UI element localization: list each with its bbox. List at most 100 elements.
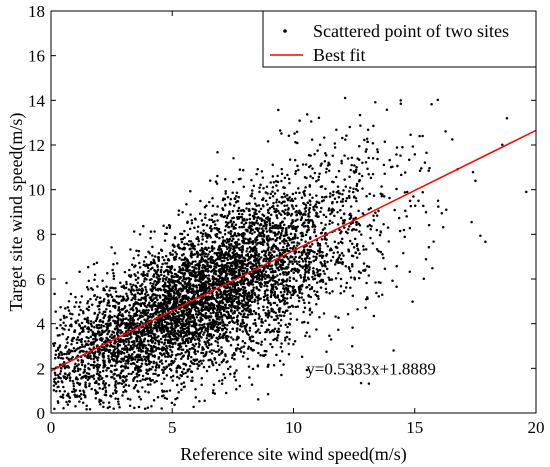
scatter-point — [102, 310, 106, 313]
scatter-point — [132, 346, 135, 349]
scatter-point — [179, 335, 183, 338]
scatter-point — [93, 312, 96, 315]
scatter-point — [153, 381, 156, 384]
scatter-point — [232, 157, 235, 160]
scatter-point — [297, 187, 300, 190]
scatter-point — [318, 143, 322, 147]
scatter-point — [313, 228, 316, 231]
scatter-point — [116, 355, 120, 358]
scatter-point — [225, 299, 229, 303]
scatter-point — [167, 272, 170, 276]
scatter-point — [251, 367, 255, 371]
scatter-point — [355, 182, 359, 186]
scatter-point — [256, 280, 259, 284]
scatter-point — [334, 175, 338, 179]
scatter-point — [304, 163, 308, 166]
scatter-point — [290, 260, 294, 263]
scatter-point — [362, 248, 365, 251]
scatter-point — [301, 321, 304, 324]
scatter-point — [145, 329, 149, 333]
scatter-point — [343, 154, 346, 157]
scatter-point — [150, 278, 153, 281]
scatter-point — [85, 307, 89, 311]
scatter-point — [201, 346, 204, 349]
scatter-point — [484, 240, 487, 244]
scatter-point — [155, 296, 158, 299]
scatter-point — [95, 324, 98, 327]
scatter-point — [207, 338, 211, 342]
scatter-point — [337, 196, 341, 199]
scatter-point — [146, 372, 150, 376]
scatter-point — [277, 262, 280, 265]
scatter-point — [186, 305, 189, 308]
scatter-point — [184, 363, 188, 367]
scatter-point — [238, 347, 242, 351]
scatter-point — [79, 346, 82, 349]
scatter-point — [188, 248, 191, 251]
scatter-point — [278, 309, 281, 312]
scatter-point — [223, 239, 227, 243]
scatter-point — [147, 357, 150, 361]
scatter-point — [218, 322, 222, 325]
scatter-point — [297, 270, 300, 273]
scatter-point — [161, 293, 165, 297]
scatter-point — [160, 359, 163, 362]
scatter-point — [313, 230, 316, 234]
scatter-point — [125, 280, 128, 284]
scatter-point — [79, 392, 83, 396]
scatter-point — [266, 289, 269, 292]
scatter-point — [304, 334, 307, 338]
scatter-point — [250, 265, 253, 268]
scatter-point — [341, 222, 345, 225]
scatter-point — [296, 218, 299, 221]
scatter-point — [348, 217, 352, 221]
scatter-point — [340, 237, 344, 241]
scatter-point — [287, 342, 290, 346]
scatter-point — [258, 210, 261, 213]
scatter-point — [161, 309, 164, 313]
scatter-point — [219, 293, 222, 296]
scatter-point — [256, 398, 260, 401]
scatter-point — [279, 233, 283, 237]
scatter-point — [296, 294, 299, 297]
scatter-point — [251, 279, 255, 283]
scatter-point — [236, 347, 239, 350]
scatter-point — [128, 304, 131, 307]
scatter-point — [130, 372, 133, 376]
scatter-point — [53, 292, 56, 296]
scatter-point — [243, 292, 247, 295]
scatter-point — [103, 330, 106, 333]
scatter-point — [224, 220, 228, 224]
scatter-point — [63, 352, 66, 356]
scatter-point — [179, 317, 182, 321]
scatter-point — [307, 208, 311, 212]
scatter-point — [366, 128, 370, 132]
scatter-point — [186, 375, 189, 378]
scatter-point — [234, 227, 237, 230]
scatter-point — [130, 298, 133, 302]
scatter-point — [70, 317, 73, 320]
scatter-point — [254, 238, 257, 241]
scatter-point — [197, 265, 201, 269]
scatter-point — [218, 353, 221, 356]
scatter-point — [237, 260, 241, 264]
scatter-point — [240, 325, 243, 328]
scatter-point — [349, 205, 353, 208]
scatter-point — [243, 325, 247, 328]
scatter-point — [132, 340, 136, 344]
scatter-point — [246, 303, 249, 307]
scatter-point — [297, 296, 301, 299]
scatter-point — [283, 204, 286, 208]
scatter-point — [409, 133, 412, 136]
scatter-point — [365, 137, 369, 140]
scatter-point — [93, 278, 96, 281]
scatter-point — [171, 345, 174, 349]
scatter-point — [208, 250, 212, 253]
scatter-point — [124, 344, 127, 348]
scatter-point — [165, 346, 169, 350]
scatter-point — [287, 257, 290, 261]
scatter-point — [151, 254, 154, 257]
scatter-point — [234, 194, 238, 198]
scatter-point — [405, 190, 409, 194]
scatter-point — [180, 382, 183, 386]
